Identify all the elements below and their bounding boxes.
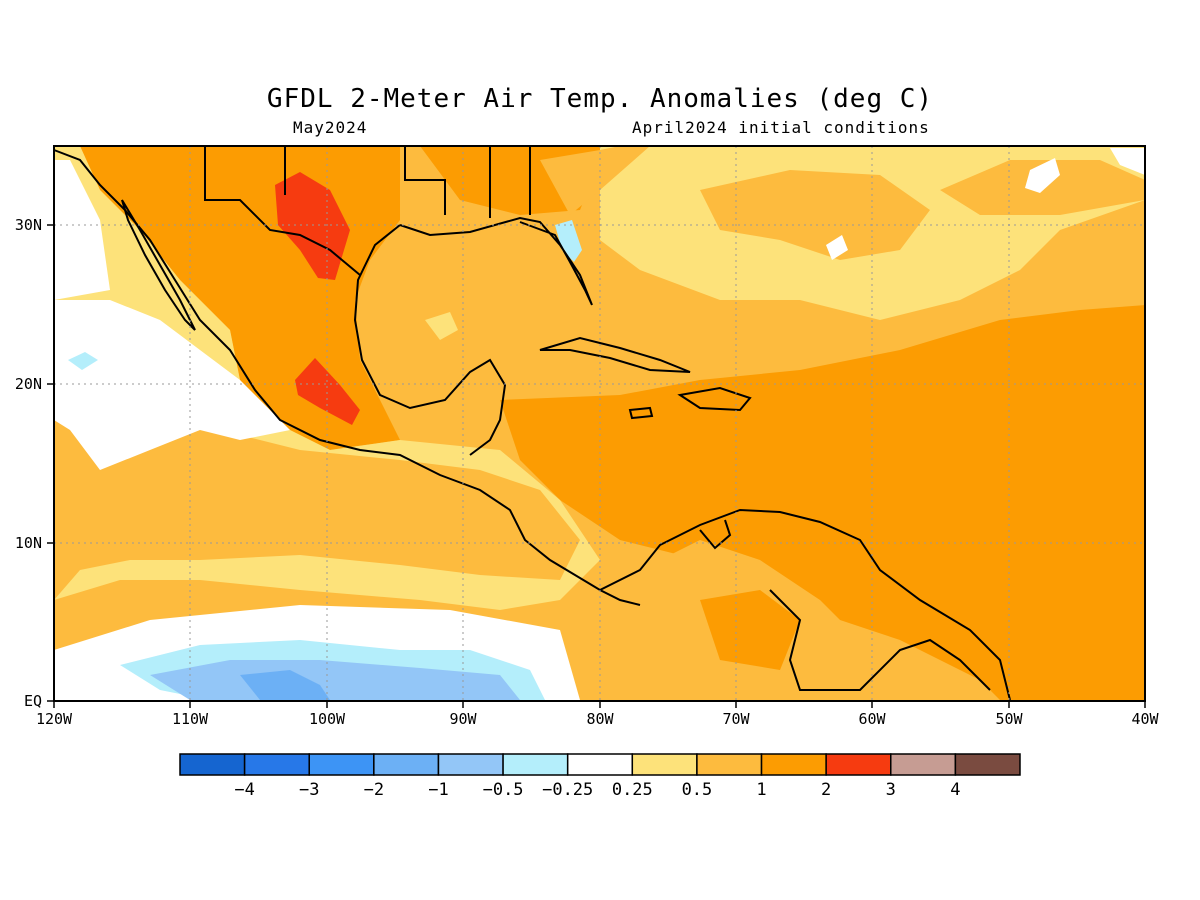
gridlines	[54, 146, 1145, 701]
x-tick-label: 100W	[309, 710, 346, 728]
colorbar-label: −0.5	[483, 780, 524, 800]
colorbar-swatch	[825, 753, 892, 776]
y-tick-label: 10N	[15, 534, 42, 552]
anomaly-shading-florida-cool	[555, 220, 582, 262]
x-tick-label: 50W	[995, 710, 1023, 728]
anomaly-shading-hot-texas	[275, 172, 350, 280]
x-tick-label: 40W	[1131, 710, 1159, 728]
y-tick-label: 30N	[15, 216, 42, 234]
us-mexico-border	[204, 146, 361, 276]
colorbar-label: −1	[428, 780, 448, 800]
lake-maracaibo	[699, 519, 732, 550]
tick-marks	[47, 224, 1146, 708]
anomaly-shading-cool3	[240, 670, 330, 700]
colorbar-swatch	[502, 753, 569, 776]
colorbar-swatch	[954, 753, 1021, 776]
colorbar-swatch	[373, 753, 440, 776]
colorbar-label: 3	[886, 780, 896, 800]
anomaly-shading-cool-spot	[68, 352, 98, 370]
gulf-north-coast	[399, 216, 593, 306]
x-tick-label: 90W	[449, 710, 477, 728]
colorbar-swatch	[631, 753, 698, 776]
hispaniola	[677, 386, 752, 412]
colorbar-swatch	[437, 753, 504, 776]
anomaly-shading-pacific-mid	[54, 410, 580, 600]
colorbar	[179, 753, 1021, 776]
forecast-month: May2024	[293, 118, 368, 137]
colorbar-label: −3	[299, 780, 319, 800]
gulf-west-coast	[353, 224, 507, 456]
x-tick-label: 110W	[172, 710, 209, 728]
colorbar-label: 0.25	[612, 780, 653, 800]
x-tick-label: 80W	[586, 710, 614, 728]
x-tick-label: 120W	[36, 710, 73, 728]
anomaly-shading-us-coast	[540, 146, 650, 215]
colorbar-label: −0.25	[542, 780, 593, 800]
initial-conditions: April2024 initial conditions	[632, 118, 930, 137]
anomaly-shading-caribbean-warm	[500, 305, 1145, 700]
anomaly-shading-hot-mexico	[295, 358, 360, 425]
colorbar-label: 1	[756, 780, 766, 800]
x-tick-label: 60W	[858, 710, 886, 728]
y-tick-label: EQ	[24, 692, 42, 710]
baja-peninsula	[121, 199, 196, 331]
anomaly-shading-white-spot3	[1110, 148, 1145, 175]
colorbar-label: 4	[950, 780, 960, 800]
colorbar-label: 0.5	[682, 780, 713, 800]
x-tick-labels: 120W 110W 100W 90W 80W 70W 60W 50W 40W	[36, 710, 1160, 728]
colorbar-swatch	[566, 753, 634, 776]
colorbar-swatch	[308, 753, 375, 776]
anomaly-shading-white-spot1	[1025, 158, 1060, 193]
colorbar-swatch	[890, 753, 957, 776]
colorbar-swatch	[760, 753, 827, 776]
colorbar-label: −2	[364, 780, 384, 800]
cuba	[539, 336, 691, 373]
colorbar-labels: −4 −3 −2 −1 −0.5 −0.25 0.25 0.5 1 2 3 4	[234, 780, 960, 800]
coastlines	[53, 146, 1011, 701]
colorbar-swatch	[696, 753, 763, 776]
south-america-north-coast	[599, 508, 1011, 701]
x-tick-label: 70W	[722, 710, 750, 728]
y-tick-labels: EQ 10N 20N 30N	[15, 216, 42, 710]
colorbar-swatch	[243, 753, 310, 776]
colorbar-label: 2	[821, 780, 831, 800]
anomaly-shading-southamerica-warm	[700, 590, 800, 670]
south-america-borders	[769, 589, 991, 691]
anomaly-shading-gulf-pale	[425, 312, 458, 340]
anomaly-shading-cool2	[150, 660, 520, 700]
map-title: GFDL 2-Meter Air Temp. Anomalies (deg C)	[266, 84, 934, 114]
colorbar-swatch	[179, 753, 246, 776]
state-borders	[284, 146, 531, 218]
anomaly-shading-pacific-white	[54, 300, 290, 470]
anomaly-shading-white-spot2	[826, 235, 848, 260]
colorbar-label: −4	[234, 780, 254, 800]
y-tick-label: 20N	[15, 375, 42, 393]
jamaica	[628, 406, 654, 420]
anomaly-shading-pacific-white-north	[54, 160, 110, 300]
